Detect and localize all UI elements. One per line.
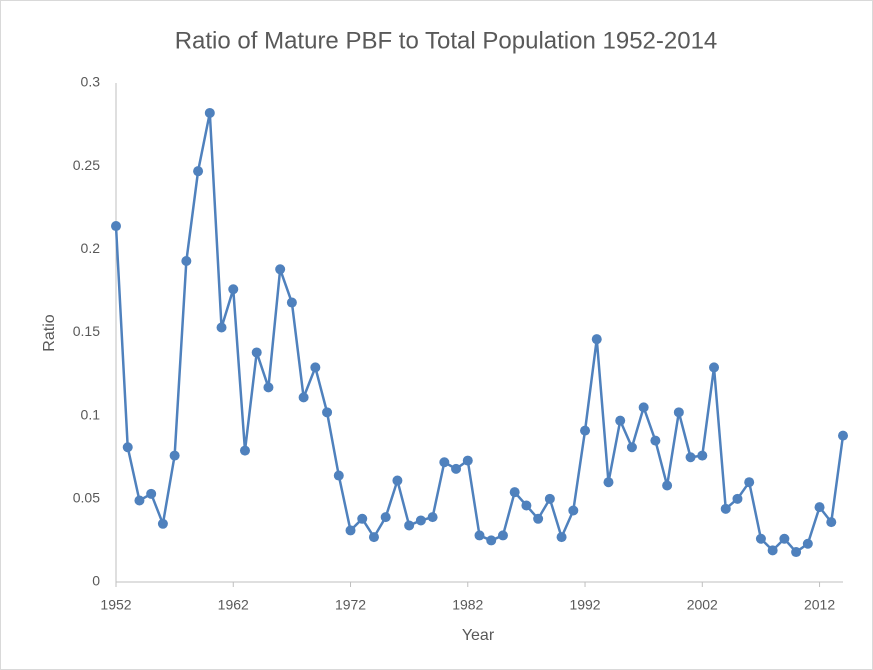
x-axis-label: Year: [462, 627, 495, 644]
y-tick-label: 0: [92, 573, 100, 589]
y-tick-label: 0.05: [73, 490, 100, 506]
data-point: [486, 535, 497, 546]
x-tick-label: 1982: [452, 597, 483, 613]
data-point: [767, 545, 778, 556]
x-tick-label: 1972: [335, 597, 366, 613]
data-point: [380, 512, 391, 523]
data-point: [568, 505, 579, 516]
data-point: [275, 264, 286, 275]
y-axis-label: Ratio: [41, 314, 58, 351]
data-point: [204, 107, 215, 118]
data-point: [357, 513, 368, 524]
data-point: [779, 533, 790, 544]
data-point: [146, 488, 157, 499]
data-point: [556, 532, 567, 543]
data-point: [181, 255, 192, 266]
data-point: [591, 334, 602, 345]
data-point: [791, 547, 802, 558]
data-point: [345, 525, 356, 536]
data-point: [697, 450, 708, 461]
data-point: [802, 538, 813, 549]
data-point: [392, 475, 403, 486]
data-point: [439, 457, 450, 468]
data-point: [134, 495, 145, 506]
data-point: [615, 415, 626, 426]
data-point: [368, 532, 379, 543]
x-tick-label: 2012: [804, 597, 835, 613]
x-tick-label: 1952: [100, 597, 131, 613]
data-point: [509, 487, 520, 498]
data-point: [415, 515, 426, 526]
data-point: [462, 455, 473, 466]
data-point: [216, 322, 227, 333]
data-point: [228, 284, 239, 295]
y-tick-label: 0.1: [81, 406, 101, 422]
chart-title: Ratio of Mature PBF to Total Population …: [175, 27, 718, 54]
data-point: [404, 520, 415, 531]
y-tick-label: 0.2: [81, 240, 101, 256]
data-point: [322, 407, 333, 418]
x-tick-label: 1992: [569, 597, 600, 613]
x-tick-label: 1962: [218, 597, 249, 613]
data-point: [122, 442, 133, 453]
data-point: [720, 503, 731, 514]
data-point: [310, 362, 321, 373]
y-tick-label: 0.15: [73, 323, 100, 339]
data-point: [497, 530, 508, 541]
data-point: [638, 402, 649, 413]
data-point: [685, 452, 696, 463]
data-point: [662, 480, 673, 491]
data-point: [580, 425, 591, 436]
data-point: [427, 512, 438, 523]
data-point: [169, 450, 180, 461]
data-point: [251, 347, 262, 358]
data-point: [544, 493, 555, 504]
data-point: [298, 392, 309, 403]
data-point: [826, 517, 837, 528]
data-point: [157, 518, 168, 529]
data-point: [451, 463, 462, 474]
data-point: [814, 502, 825, 513]
data-point: [603, 477, 614, 488]
y-tick-label: 0.3: [81, 74, 101, 90]
data-point: [732, 493, 743, 504]
data-point: [650, 435, 661, 446]
data-point: [755, 533, 766, 544]
data-point: [673, 407, 684, 418]
data-point: [239, 445, 250, 456]
data-point: [533, 513, 544, 524]
data-point: [521, 500, 532, 511]
data-point: [111, 221, 121, 232]
data-point: [286, 297, 297, 308]
data-point: [709, 362, 720, 373]
data-point: [626, 442, 637, 453]
data-point: [333, 470, 344, 481]
data-point: [193, 166, 204, 177]
data-point: [263, 382, 274, 393]
data-point: [474, 530, 485, 541]
data-point: [744, 477, 755, 488]
y-tick-label: 0.25: [73, 157, 100, 173]
x-tick-label: 2002: [687, 597, 718, 613]
data-point: [838, 430, 848, 441]
